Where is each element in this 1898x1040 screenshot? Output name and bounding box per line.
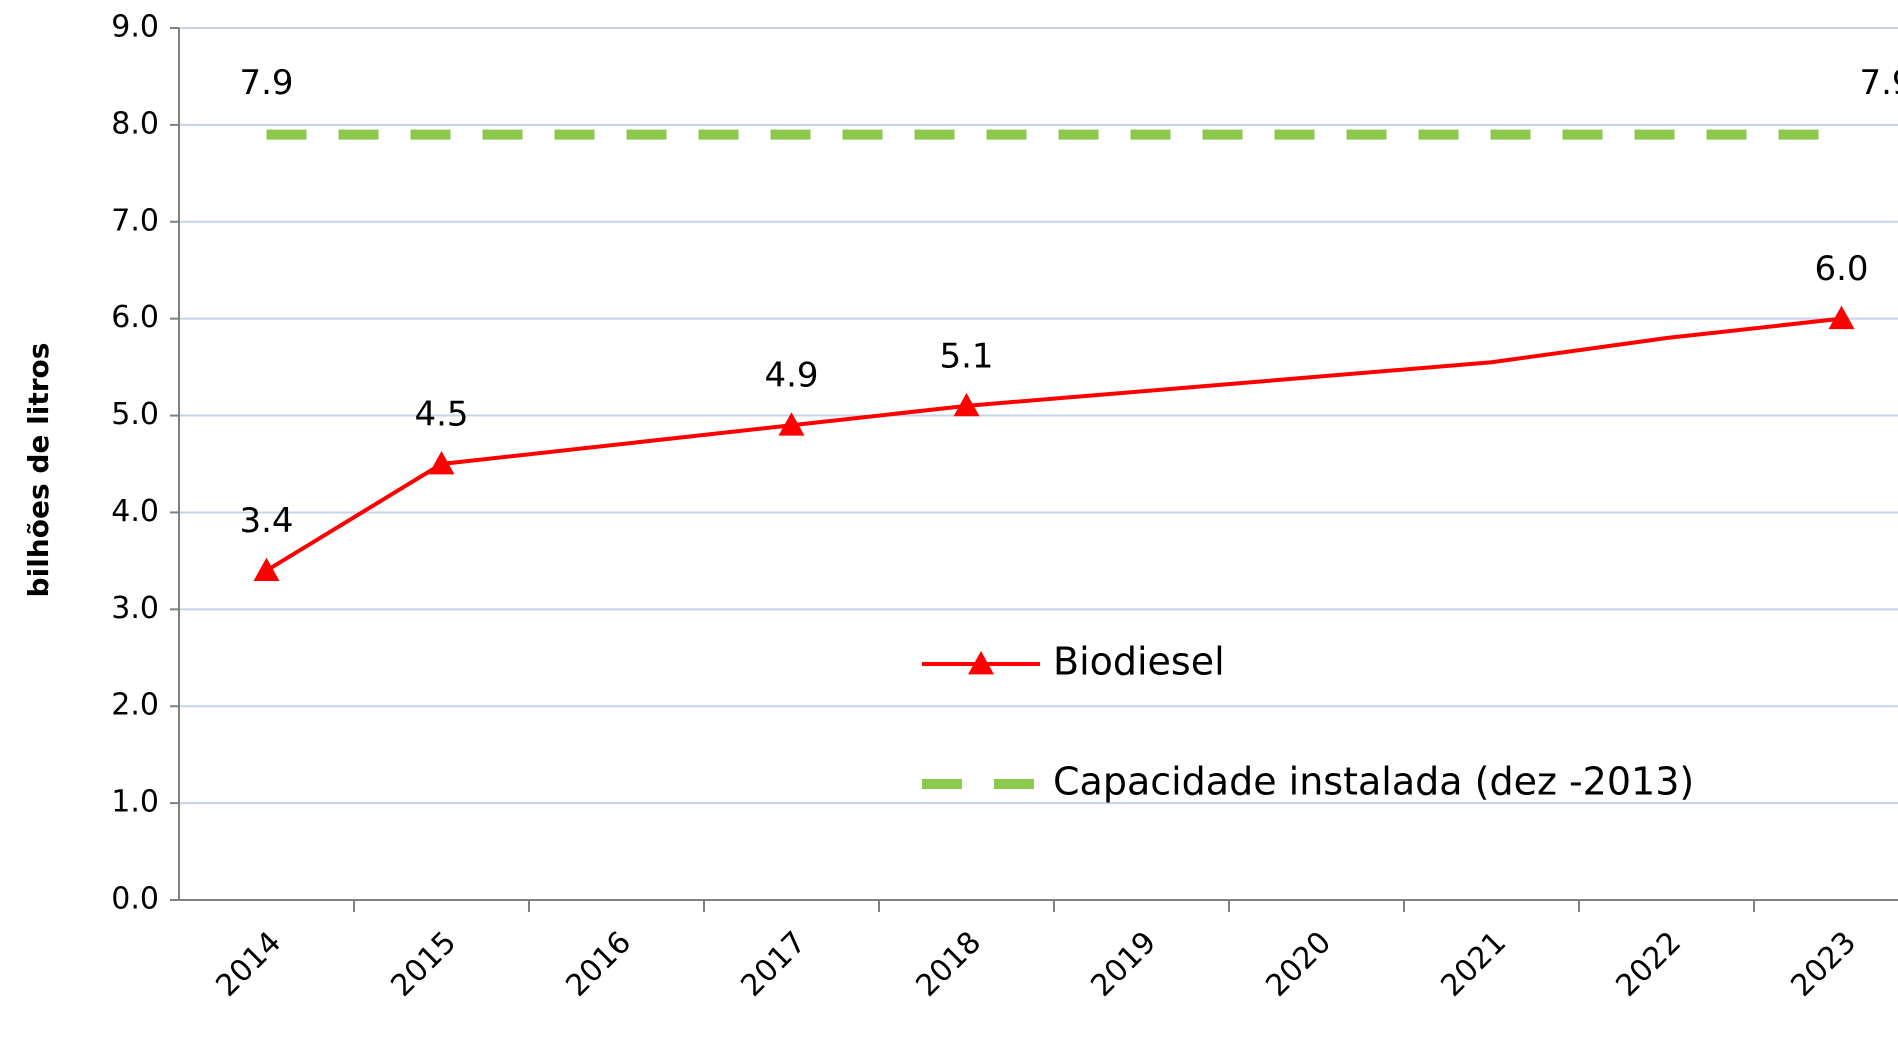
y-tick-label: 4.0 [111, 494, 159, 529]
y-tick-label: 0.0 [111, 882, 159, 917]
data-label: 4.9 [764, 356, 818, 396]
series-line [265, 316, 1842, 573]
y-tick-label: 3.0 [111, 591, 159, 626]
x-tick-label: 2015 [384, 925, 463, 1004]
x-tick-label: 2017 [734, 925, 813, 1004]
marker [253, 557, 280, 581]
y-tick-label: 7.0 [111, 203, 159, 238]
y-tick-label: 2.0 [111, 688, 159, 723]
x-tick-label: 2023 [1784, 925, 1863, 1004]
marker [428, 451, 455, 475]
y-axis-title: bilhões de litros [22, 343, 55, 598]
marker [778, 412, 805, 436]
x-tick-label: 2019 [1084, 925, 1163, 1004]
x-tick-label: 2021 [1434, 925, 1513, 1004]
legend-label: Capacidade instalada (dez -2013) [1053, 760, 1694, 804]
y-tick-label: 5.0 [111, 397, 159, 432]
data-label: 5.1 [939, 336, 993, 376]
data-label: 7.9 [1859, 63, 1898, 103]
marker [953, 392, 980, 417]
data-label: 4.5 [414, 395, 468, 435]
y-tick-label: 8.0 [111, 106, 159, 141]
x-tick-label: 2014 [209, 925, 288, 1004]
x-tick-label: 2016 [559, 925, 638, 1004]
y-tick-label: 9.0 [111, 10, 159, 45]
x-tick-label: 2022 [1609, 925, 1688, 1004]
data-label: 3.4 [239, 501, 293, 541]
legend-marker [968, 651, 994, 675]
marker [1828, 305, 1855, 330]
data-label: 7.9 [239, 63, 293, 103]
x-tick-label: 2018 [909, 925, 988, 1004]
data-label: 6.0 [1814, 249, 1868, 289]
y-tick-label: 1.0 [111, 785, 159, 820]
legend-label: Biodiesel [1053, 640, 1225, 684]
y-tick-label: 6.0 [111, 300, 159, 335]
x-tick-label: 2020 [1259, 925, 1338, 1004]
